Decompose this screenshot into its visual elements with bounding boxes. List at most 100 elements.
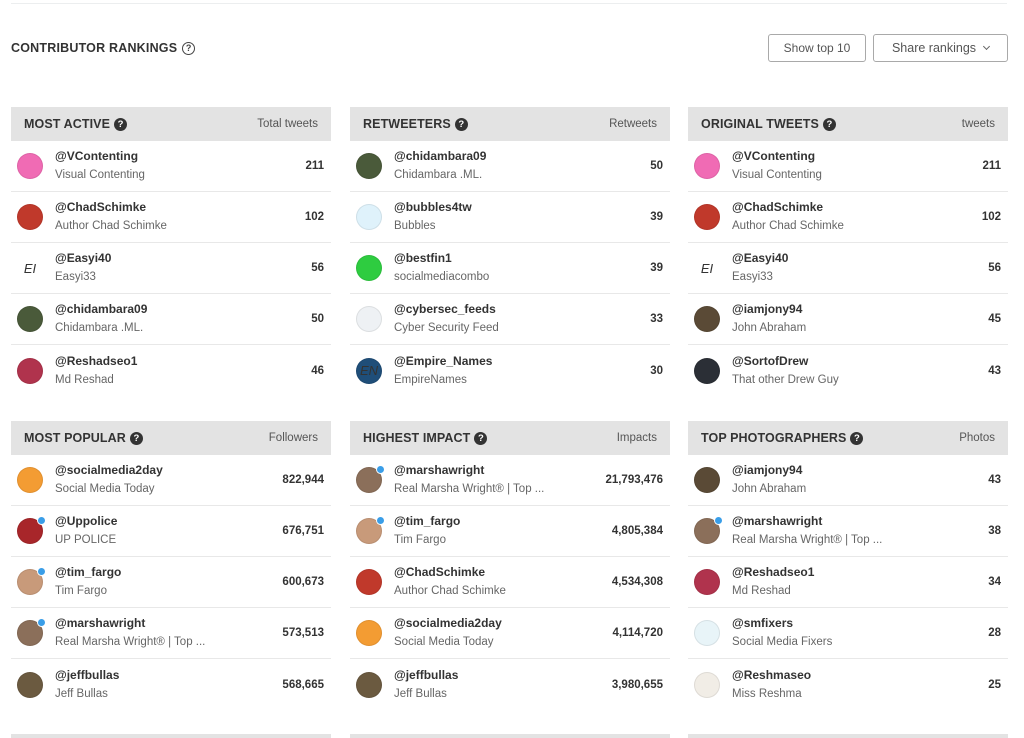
list-item[interactable]: @jeffbullas Jeff Bullas 3,980,655	[350, 659, 670, 710]
list-item[interactable]: @marshawright Real Marsha Wright® | Top .…	[350, 455, 670, 506]
user-handle[interactable]: @marshawright	[394, 463, 485, 477]
help-icon[interactable]: ?	[182, 41, 196, 55]
list-item[interactable]: @tim_fargo Tim Fargo 4,805,384	[350, 506, 670, 557]
list-item[interactable]: @jeffbullas Jeff Bullas 568,665	[11, 659, 331, 710]
help-icon[interactable]: ?	[474, 431, 488, 445]
avatar[interactable]	[356, 620, 382, 646]
avatar[interactable]	[694, 153, 720, 179]
avatar[interactable]	[17, 671, 43, 698]
avatar[interactable]	[17, 516, 46, 544]
user-handle[interactable]: @Empire_Names	[394, 353, 493, 368]
user-handle[interactable]: @chidambara09	[394, 149, 487, 163]
user-handle[interactable]: @bestfin1	[394, 251, 452, 265]
avatar[interactable]	[17, 153, 43, 179]
user-handle[interactable]: @ChadSchimke	[394, 565, 486, 579]
user-handle[interactable]: @Easyi40	[732, 251, 789, 265]
user-handle[interactable]: @jeffbullas	[394, 667, 459, 682]
avatar[interactable]	[694, 516, 723, 544]
list-item[interactable]: @socialmedia2day Social Media Today 822,94…	[11, 455, 331, 506]
avatar[interactable]	[17, 357, 43, 384]
avatar[interactable]	[356, 569, 382, 595]
avatar[interactable]	[694, 467, 720, 493]
user-handle[interactable]: @smfixers	[732, 616, 794, 630]
list-item[interactable]: @iamjony94 John Abraham 43	[688, 455, 1008, 506]
list-item[interactable]: @iamjony94 John Abraham 45	[688, 294, 1008, 345]
user-handle[interactable]: @chidambara09	[55, 302, 148, 316]
help-icon[interactable]: ?	[129, 431, 143, 445]
list-item[interactable]: @socialmedia2day Social Media Today 4,114,…	[350, 608, 670, 659]
avatar[interactable]	[694, 569, 720, 595]
avatar[interactable]	[356, 153, 382, 179]
user-handle[interactable]: @jeffbullas	[55, 667, 120, 682]
user-handle[interactable]: @tim_fargo	[394, 514, 461, 528]
avatar[interactable]: EN	[356, 357, 382, 384]
list-item[interactable]: @marshawright Real Marsha Wright® | Top .…	[688, 506, 1008, 557]
list-item[interactable]: @bestfin1 socialmediacombo 39	[350, 243, 670, 294]
user-handle[interactable]: @Reshadseo1	[55, 353, 138, 368]
avatar[interactable]	[694, 671, 720, 698]
user-handle[interactable]: @Easyi40	[55, 251, 112, 265]
user-handle[interactable]: @cybersec_feeds	[394, 302, 496, 316]
show-top-10-button[interactable]: Show top 10	[768, 34, 866, 62]
avatar[interactable]	[694, 204, 720, 230]
list-item[interactable]: @bubbles4tw Bubbles 39	[350, 192, 670, 243]
list-item[interactable]: EI @Easyi40 Easyi33 56	[11, 243, 331, 294]
avatar[interactable]: EI	[17, 255, 43, 281]
list-item[interactable]: @smfixers Social Media Fixers 28	[688, 608, 1008, 659]
list-item[interactable]: @Reshadseo1 Md Reshad 34	[688, 557, 1008, 608]
avatar[interactable]	[356, 255, 382, 281]
list-item[interactable]: @chidambara09 Chidambara .ML. 50	[350, 141, 670, 192]
list-item[interactable]: @chidambara09 Chidambara .ML. 50	[11, 294, 331, 345]
avatar[interactable]	[356, 204, 382, 230]
help-icon[interactable]: ?	[850, 431, 864, 445]
avatar[interactable]	[17, 306, 43, 332]
user-handle[interactable]: @socialmedia2day	[394, 616, 502, 630]
user-handle[interactable]: @Reshadseo1	[732, 565, 815, 579]
help-icon[interactable]: ?	[822, 117, 836, 131]
user-handle[interactable]: @iamjony94	[732, 463, 803, 477]
avatar[interactable]	[17, 467, 43, 493]
avatar[interactable]: EI	[694, 255, 720, 281]
avatar[interactable]	[17, 204, 43, 230]
user-handle[interactable]: @SortofDrew	[732, 353, 809, 368]
avatar[interactable]	[694, 620, 720, 646]
avatar[interactable]	[356, 671, 382, 698]
user-handle[interactable]: @bubbles4tw	[394, 200, 472, 214]
avatar[interactable]	[356, 516, 385, 544]
help-icon[interactable]: ?	[114, 117, 128, 131]
avatar[interactable]	[17, 567, 46, 595]
list-item[interactable]: @VContenting Visual Contenting 211	[688, 141, 1008, 192]
list-item[interactable]: EN @Empire_Names EmpireNames 30	[350, 345, 670, 396]
avatar[interactable]	[17, 618, 46, 646]
list-item[interactable]: @tim_fargo Tim Fargo 600,673	[11, 557, 331, 608]
list-item[interactable]: @Uppolice UP POLICE 676,751	[11, 506, 331, 557]
user-handle[interactable]: @marshawright	[55, 616, 146, 630]
help-icon[interactable]: ?	[454, 117, 468, 131]
list-item[interactable]: @ChadSchimke Author Chad Schimke 4,534,308	[350, 557, 670, 608]
user-handle[interactable]: @Uppolice	[55, 514, 118, 528]
user-names: @SortofDrew That other Drew Guy	[732, 354, 988, 388]
list-item[interactable]: @Reshmaseo Miss Reshma 25	[688, 659, 1008, 710]
avatar[interactable]	[356, 465, 385, 493]
avatar[interactable]	[694, 357, 720, 384]
list-item[interactable]: @VContenting Visual Contenting 211	[11, 141, 331, 192]
user-handle[interactable]: @Reshmaseo	[732, 667, 812, 682]
user-handle[interactable]: @tim_fargo	[55, 565, 122, 579]
user-handle[interactable]: @ChadSchimke	[732, 200, 824, 214]
user-handle[interactable]: @iamjony94	[732, 302, 803, 316]
list-item[interactable]: @ChadSchimke Author Chad Schimke 102	[688, 192, 1008, 243]
list-item[interactable]: @ChadSchimke Author Chad Schimke 102	[11, 192, 331, 243]
avatar[interactable]	[356, 306, 382, 332]
user-handle[interactable]: @VContenting	[55, 149, 139, 163]
list-item[interactable]: @Reshadseo1 Md Reshad 46	[11, 345, 331, 396]
user-handle[interactable]: @socialmedia2day	[55, 463, 163, 477]
list-item[interactable]: EI @Easyi40 Easyi33 56	[688, 243, 1008, 294]
user-handle[interactable]: @VContenting	[732, 149, 816, 163]
share-rankings-button[interactable]: Share rankings	[873, 34, 1008, 62]
list-item[interactable]: @marshawright Real Marsha Wright® | Top .…	[11, 608, 331, 659]
avatar[interactable]	[694, 306, 720, 332]
list-item[interactable]: @SortofDrew That other Drew Guy 43	[688, 345, 1008, 396]
list-item[interactable]: @cybersec_feeds Cyber Security Feed 33	[350, 294, 670, 345]
user-handle[interactable]: @marshawright	[732, 514, 823, 528]
user-handle[interactable]: @ChadSchimke	[55, 200, 147, 214]
